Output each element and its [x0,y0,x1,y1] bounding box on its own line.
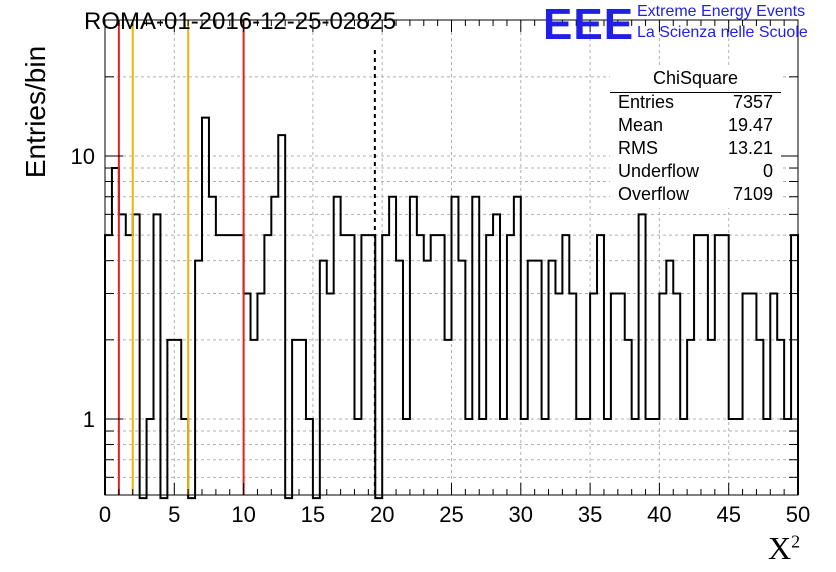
stats-row-entries: Entries 7357 [618,92,773,114]
logo-line-1: Extreme Energy Events [637,3,806,20]
histogram [104,116,799,500]
histogram-outline [104,116,799,500]
x-axis-label: X2 [768,530,800,567]
stats-value: 7109 [732,184,773,204]
stats-value: 13.21 [727,138,773,158]
stats-value: 19.47 [727,115,773,135]
stats-label: Underflow [618,161,700,181]
stats-divider [610,92,781,93]
x-tick-label: 25 [439,502,463,527]
eee-logo: EEE [543,0,635,49]
x-tick-label: 5 [168,502,180,527]
x-tick-label: 40 [647,502,671,527]
stats-label: Mean [618,115,664,135]
stats-row-rms: RMS 13.21 [618,138,773,160]
stats-row-overflow: Overflow 7109 [618,184,773,206]
stats-row-mean: Mean 19.47 [618,115,773,137]
stats-label: RMS [618,138,658,158]
y-tick-label: 1 [83,407,95,432]
x-tick-label: 10 [231,502,255,527]
x-tick-label: 15 [301,502,325,527]
stats-label: Overflow [618,184,690,204]
stats-box: ChiSquare Entries 7357 Mean 19.47 RMS 13… [610,68,781,208]
stats-label: Entries [618,92,675,112]
x-tick-label: 50 [786,502,810,527]
stats-row-underflow: Underflow 0 [618,161,773,183]
x-tick-label: 20 [370,502,394,527]
x-axis-label-superscript: 2 [791,531,801,552]
stats-value: 7357 [732,92,773,112]
logo-line-2: La Scienza nelle Scuole [637,24,808,41]
y-axis-label: Entries/bin [20,45,51,179]
axes: 0 5 10 15 20 25 30 35 40 45 50 1 10 [71,19,810,527]
x-tick-label: 45 [716,502,740,527]
chart-title: ROMA-01-2016-12-25-02825 [84,8,397,35]
x-tick-label: 35 [578,502,602,527]
stats-value: 0 [762,161,773,181]
y-tick-label: 10 [71,144,95,169]
x-axis-label-base: X [768,530,792,566]
reference-lines [117,20,376,495]
stats-title: ChiSquare [652,68,739,88]
x-tick-label: 30 [509,502,533,527]
x-tick-label: 0 [99,502,111,527]
